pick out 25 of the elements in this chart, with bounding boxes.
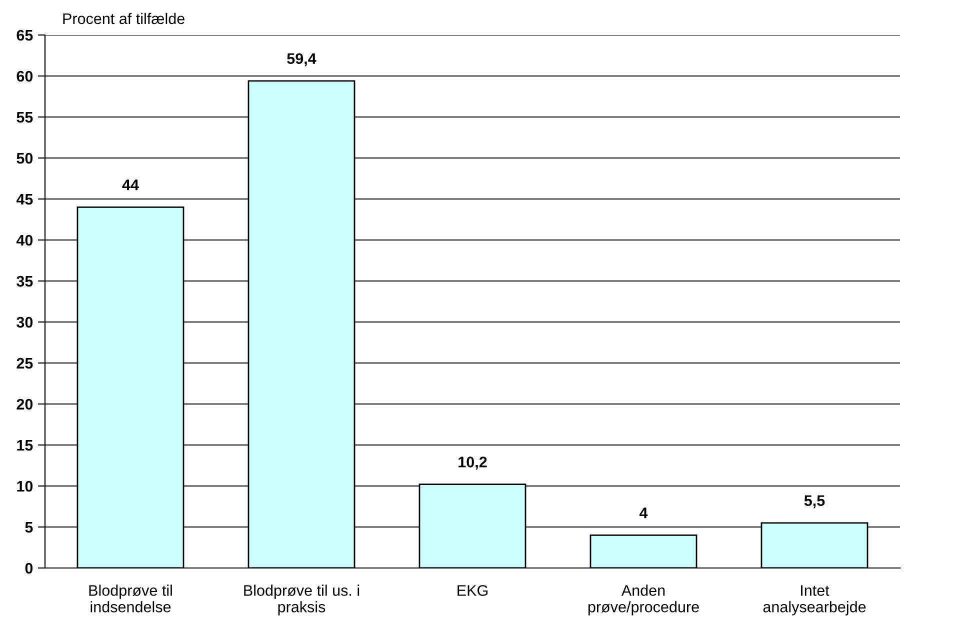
data-label: 59,4 <box>287 53 316 66</box>
x-tick-label: Intet analysearbejde <box>763 585 866 616</box>
y-tick-label: 60 <box>16 70 33 82</box>
data-label: 10,2 <box>458 456 487 470</box>
data-label: 4 <box>639 508 648 518</box>
y-tick-label: 15 <box>17 440 33 451</box>
data-label: 44 <box>122 180 139 190</box>
x-tick-label: Blodprøve til us. i praksis <box>244 584 360 616</box>
y-tick-label: 30 <box>16 316 33 328</box>
y-axis-title: Procent af tilfælde <box>63 12 184 24</box>
x-tick-label: Anden prøve/procedure <box>588 584 699 616</box>
y-tick-label: 55 <box>16 112 33 123</box>
y-tick-label: 65 <box>16 30 33 41</box>
x-tick-label: EKG <box>458 585 488 596</box>
y-tick-label: 25 <box>16 358 33 369</box>
y-tick-label: 0 <box>25 562 33 574</box>
data-label: 5,5 <box>804 495 825 508</box>
y-tick-label: 50 <box>16 152 33 164</box>
y-tick-label: 35 <box>16 276 33 287</box>
y-tick-label: 40 <box>16 234 33 246</box>
y-tick-label: 20 <box>16 398 33 410</box>
y-tick-label: 10 <box>17 480 33 492</box>
y-tick-label: 5 <box>25 522 33 533</box>
y-tick-label: 45 <box>16 194 33 205</box>
x-tick-label: Blodprøve til indsendelse <box>89 584 172 612</box>
